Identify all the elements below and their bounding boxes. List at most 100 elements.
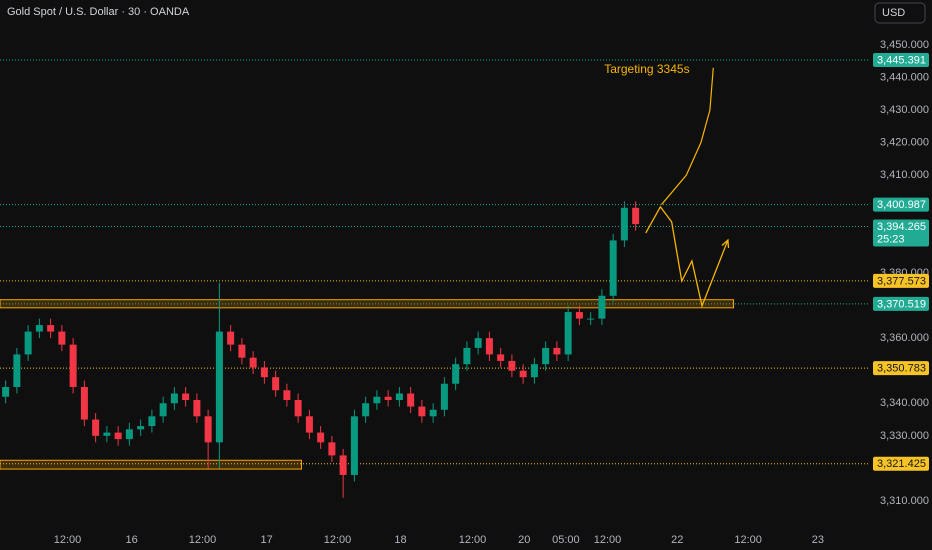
x-tick-label: 18 — [394, 534, 406, 546]
y-tick-label: 3,440.000 — [880, 71, 929, 83]
candle-body — [148, 416, 156, 427]
y-tick-label: 3,330.000 — [880, 430, 929, 442]
candle-body — [373, 396, 381, 404]
candle-body — [598, 295, 606, 319]
price-label: 3,377.573 — [877, 275, 926, 287]
currency-label[interactable]: USD — [882, 7, 905, 19]
arrow-head — [721, 238, 730, 249]
price-label: 3,370.519 — [877, 298, 926, 310]
x-tick-label: 22 — [671, 534, 683, 546]
candle-body — [305, 416, 313, 433]
candle-body — [47, 325, 55, 332]
y-tick-label: 3,340.000 — [880, 397, 929, 409]
candle-body — [350, 416, 358, 475]
candle-body — [339, 455, 347, 475]
candle-body — [260, 367, 268, 378]
candle-body — [193, 400, 201, 417]
price-label-box — [873, 197, 929, 212]
candle-body — [384, 396, 392, 401]
projection-path — [645, 205, 729, 309]
price-label: 3,400.987 — [877, 199, 926, 211]
target-arc — [661, 67, 714, 205]
candle-body — [418, 406, 426, 417]
x-tick-label: 12:00 — [734, 534, 762, 546]
candle-body — [440, 383, 448, 410]
price-label-box — [873, 273, 929, 288]
candle-body — [575, 312, 583, 319]
candle-body — [215, 331, 223, 443]
zone — [0, 299, 735, 309]
annotation: Targeting 3345s — [604, 62, 689, 76]
x-tick-label: 12:00 — [324, 534, 352, 546]
candle-body — [159, 403, 167, 417]
candle-body — [542, 347, 550, 365]
candle-body — [564, 312, 572, 355]
candle-body — [497, 354, 505, 361]
candle-body — [395, 393, 403, 401]
candle-body — [620, 207, 628, 241]
candle-body — [519, 370, 527, 378]
candle-body — [283, 390, 291, 401]
x-tick-label: 20 — [518, 534, 530, 546]
candle-body — [485, 338, 493, 355]
y-tick-label: 3,420.000 — [880, 137, 929, 149]
candle-body — [294, 400, 302, 417]
candle-body — [272, 377, 280, 391]
candle-body — [362, 403, 370, 417]
y-tick-label: 3,310.000 — [880, 495, 929, 507]
y-tick-label: 3,360.000 — [880, 332, 929, 344]
x-tick-label: 12:00 — [54, 534, 82, 546]
y-tick-label: 3,450.000 — [880, 39, 929, 51]
candle-body — [80, 386, 88, 420]
candle-body — [429, 409, 437, 417]
candle-body — [587, 318, 595, 320]
candle-body — [182, 393, 190, 401]
y-tick-label: 3,410.000 — [880, 169, 929, 181]
y-tick-label: 3,430.000 — [880, 104, 929, 116]
candle-body — [317, 432, 325, 443]
x-tick-label: 23 — [812, 534, 824, 546]
candle-body — [632, 207, 640, 225]
candle-body — [452, 364, 460, 384]
price-label-box — [873, 296, 929, 311]
x-tick-label: 12:00 — [594, 534, 622, 546]
price-label: 3,321.425 — [877, 458, 926, 470]
candle-body — [508, 360, 516, 371]
candle-body — [24, 331, 32, 355]
candle-body — [58, 331, 66, 345]
candle-body — [103, 432, 111, 436]
candle-body — [170, 393, 178, 404]
countdown-label: 25:23 — [877, 233, 905, 245]
candle-body — [530, 364, 538, 378]
candle-body — [238, 344, 246, 358]
candle-body — [69, 344, 77, 387]
x-tick-label: 05:00 — [552, 534, 580, 546]
zone — [0, 459, 303, 470]
candle-body — [35, 325, 43, 332]
candle-body — [125, 429, 133, 440]
candle-body — [609, 240, 617, 296]
candle-body — [137, 426, 145, 430]
candle-body — [114, 432, 122, 440]
currency-button[interactable] — [874, 2, 926, 24]
x-tick-label: 12:00 — [189, 534, 217, 546]
candle-body — [2, 386, 10, 397]
price-label-box — [873, 361, 929, 376]
x-tick-label: 17 — [261, 534, 273, 546]
chart-title: Gold Spot / U.S. Dollar · 30 · OANDA — [7, 6, 190, 18]
price-label: 3,445.391 — [877, 54, 926, 66]
price-label-box — [873, 52, 929, 67]
candle-body — [227, 331, 235, 345]
price-label-box — [873, 456, 929, 471]
price-label: 3,350.783 — [877, 363, 926, 375]
candle-body — [204, 416, 212, 443]
candle-body — [474, 338, 482, 348]
x-tick-label: 16 — [126, 534, 138, 546]
candle-body — [328, 442, 336, 456]
candle-body — [553, 347, 561, 355]
price-label-box — [873, 219, 929, 247]
candle-body — [407, 393, 415, 407]
